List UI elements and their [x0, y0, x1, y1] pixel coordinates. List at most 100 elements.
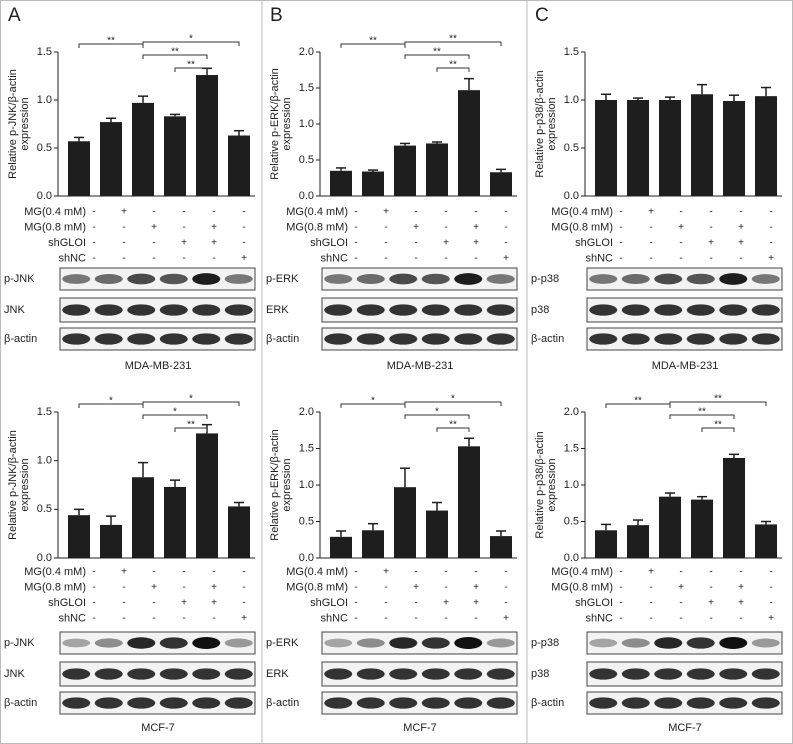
treatment-mark: - — [739, 613, 742, 624]
significance-bracket — [174, 427, 208, 432]
blot-band — [486, 638, 515, 648]
bar — [458, 446, 480, 558]
blot-band — [686, 333, 715, 345]
blot-band — [192, 668, 221, 680]
cell-line-label: MDA-MB-231 — [387, 360, 454, 372]
blot-label: p-ERK — [266, 273, 299, 285]
blot-band — [454, 273, 483, 285]
cell-line-label: MCF-7 — [668, 722, 702, 734]
y-tick-label: 1.5 — [564, 442, 579, 454]
y-axis-label: expression — [281, 458, 293, 511]
blot-label: p-p38 — [531, 273, 559, 285]
treatment-mark: - — [709, 613, 712, 624]
blot-band — [421, 304, 450, 316]
blot-band — [192, 273, 221, 285]
treatment-mark: - — [414, 207, 417, 218]
significance-label: ** — [714, 420, 722, 431]
blot-band — [421, 697, 450, 709]
blot-band — [224, 638, 253, 648]
treatment-mark: - — [122, 222, 125, 233]
bar — [490, 536, 512, 558]
treatment-mark: - — [354, 207, 357, 218]
treatment-mark: + — [738, 598, 744, 609]
bar — [196, 433, 218, 558]
treatment-mark: - — [242, 598, 245, 609]
y-tick-label: 0.0 — [299, 552, 314, 564]
blot-band — [127, 668, 156, 680]
treatment-mark: + — [473, 238, 479, 249]
treatment-mark: - — [92, 253, 95, 264]
blot-band — [324, 638, 353, 648]
blot-band — [62, 333, 91, 345]
treatment-mark: + — [473, 598, 479, 609]
blot-band — [127, 637, 156, 649]
y-axis-label: Relative p-JNK/β-actin — [7, 69, 19, 179]
blot-band — [686, 273, 715, 285]
blot-band — [94, 274, 123, 284]
treatment-mark: - — [649, 238, 652, 249]
treatment-label: MG(0.4 mM) — [286, 206, 348, 218]
y-axis-label: expression — [281, 97, 293, 150]
y-tick-label: 1.0 — [299, 479, 314, 491]
bar — [595, 100, 617, 196]
blot-band — [621, 668, 650, 680]
blot-band — [751, 697, 780, 709]
significance-bracket — [436, 67, 470, 72]
blot-band — [589, 638, 618, 648]
treatment-mark: + — [383, 567, 389, 578]
treatment-mark: - — [679, 207, 682, 218]
treatment-mark: + — [181, 238, 187, 249]
blot-label: p-p38 — [531, 637, 559, 649]
y-axis-label: expression — [546, 97, 558, 150]
blot-label: β-actin — [266, 697, 299, 709]
treatment-mark: - — [444, 222, 447, 233]
blot-label: ERK — [266, 668, 289, 680]
treatment-mark: + — [738, 222, 744, 233]
blot-band — [621, 274, 650, 284]
panel-label: A — [8, 5, 21, 26]
treatment-mark: - — [384, 582, 387, 593]
significance-label: * — [371, 396, 375, 407]
bar — [755, 524, 777, 558]
blot-band — [421, 668, 450, 680]
treatment-mark: - — [182, 222, 185, 233]
bar — [362, 530, 384, 558]
bar — [132, 102, 154, 196]
treatment-mark: - — [474, 613, 477, 624]
treatment-label: shGLOI — [575, 597, 613, 609]
treatment-mark: - — [152, 598, 155, 609]
treatment-mark: + — [503, 613, 509, 624]
treatment-mark: + — [678, 222, 684, 233]
treatment-label: shNC — [58, 612, 86, 624]
treatment-mark: - — [414, 238, 417, 249]
blot-band — [654, 273, 683, 285]
treatment-mark: - — [474, 207, 477, 218]
treatment-mark: + — [151, 222, 157, 233]
blot-band — [94, 668, 123, 680]
blot-band — [454, 333, 483, 345]
treatment-mark: + — [241, 613, 247, 624]
treatment-mark: + — [413, 222, 419, 233]
bar — [164, 486, 186, 558]
treatment-mark: + — [768, 613, 774, 624]
treatment-mark: - — [619, 582, 622, 593]
treatment-label: MG(0.8 mM) — [286, 581, 348, 593]
blot-strip — [586, 297, 783, 323]
treatment-mark: - — [769, 207, 772, 218]
treatment-mark: + — [738, 582, 744, 593]
treatment-mark: + — [738, 238, 744, 249]
treatment-mark: - — [122, 253, 125, 264]
significance-bracket — [142, 41, 240, 46]
bar — [627, 100, 649, 196]
treatment-mark: + — [241, 253, 247, 264]
bar — [394, 145, 416, 196]
treatment-mark: - — [152, 253, 155, 264]
treatment-mark: + — [708, 238, 714, 249]
treatment-mark: - — [474, 567, 477, 578]
treatment-label: MG(0.4 mM) — [551, 206, 613, 218]
y-tick-label: 2.0 — [564, 406, 579, 418]
blot-band — [751, 638, 780, 648]
bar — [68, 515, 90, 558]
blot-label: β-actin — [531, 697, 564, 709]
